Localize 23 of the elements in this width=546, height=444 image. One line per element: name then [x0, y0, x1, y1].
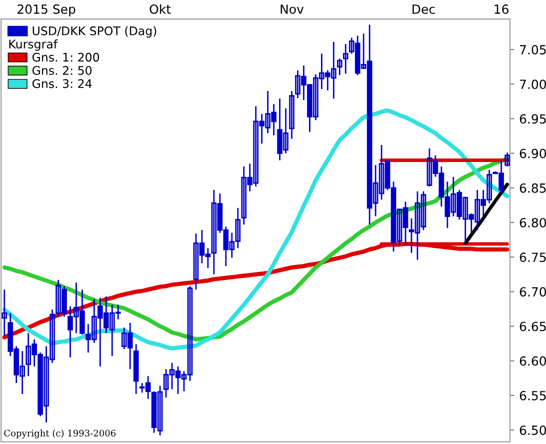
y-tick-label: 7.05 [520, 45, 546, 54]
legend-label: Gns. 1: 200 [32, 52, 100, 62]
y-tick-label: 6.70 [520, 287, 546, 297]
x-tick-label: Nov [280, 4, 304, 14]
legend-label: Gns. 3: 24 [32, 79, 92, 88]
x-tick-label: 2015 Sep [18, 4, 76, 16]
y-tick-label: 6.55 [520, 390, 546, 400]
y-tick-label: 6.80 [520, 218, 546, 228]
annotation: Copyright (c) 1993-2006 [4, 430, 116, 438]
y-tick-label: 6.75 [520, 252, 546, 262]
y-tick-label: 6.65 [520, 322, 546, 332]
y-tick-label: 7.00 [520, 80, 546, 90]
legend-label: USD/DKK SPOT (Dag) [32, 26, 156, 38]
y-tick-label: 6.90 [520, 148, 546, 158]
x-tick-label: Okt [150, 4, 171, 14]
legend-label: Gns. 2: 50 [32, 66, 92, 75]
y-tick-label: 6.95 [520, 114, 546, 124]
y-tick-label: 6.50 [520, 425, 546, 435]
x-tick-label: Dec [412, 4, 435, 14]
y-tick-label: 6.60 [520, 356, 546, 366]
x-tick-label: 16 [494, 4, 508, 14]
y-tick-label: 6.85 [520, 183, 546, 193]
legend-title: Kursgraf [9, 39, 58, 51]
